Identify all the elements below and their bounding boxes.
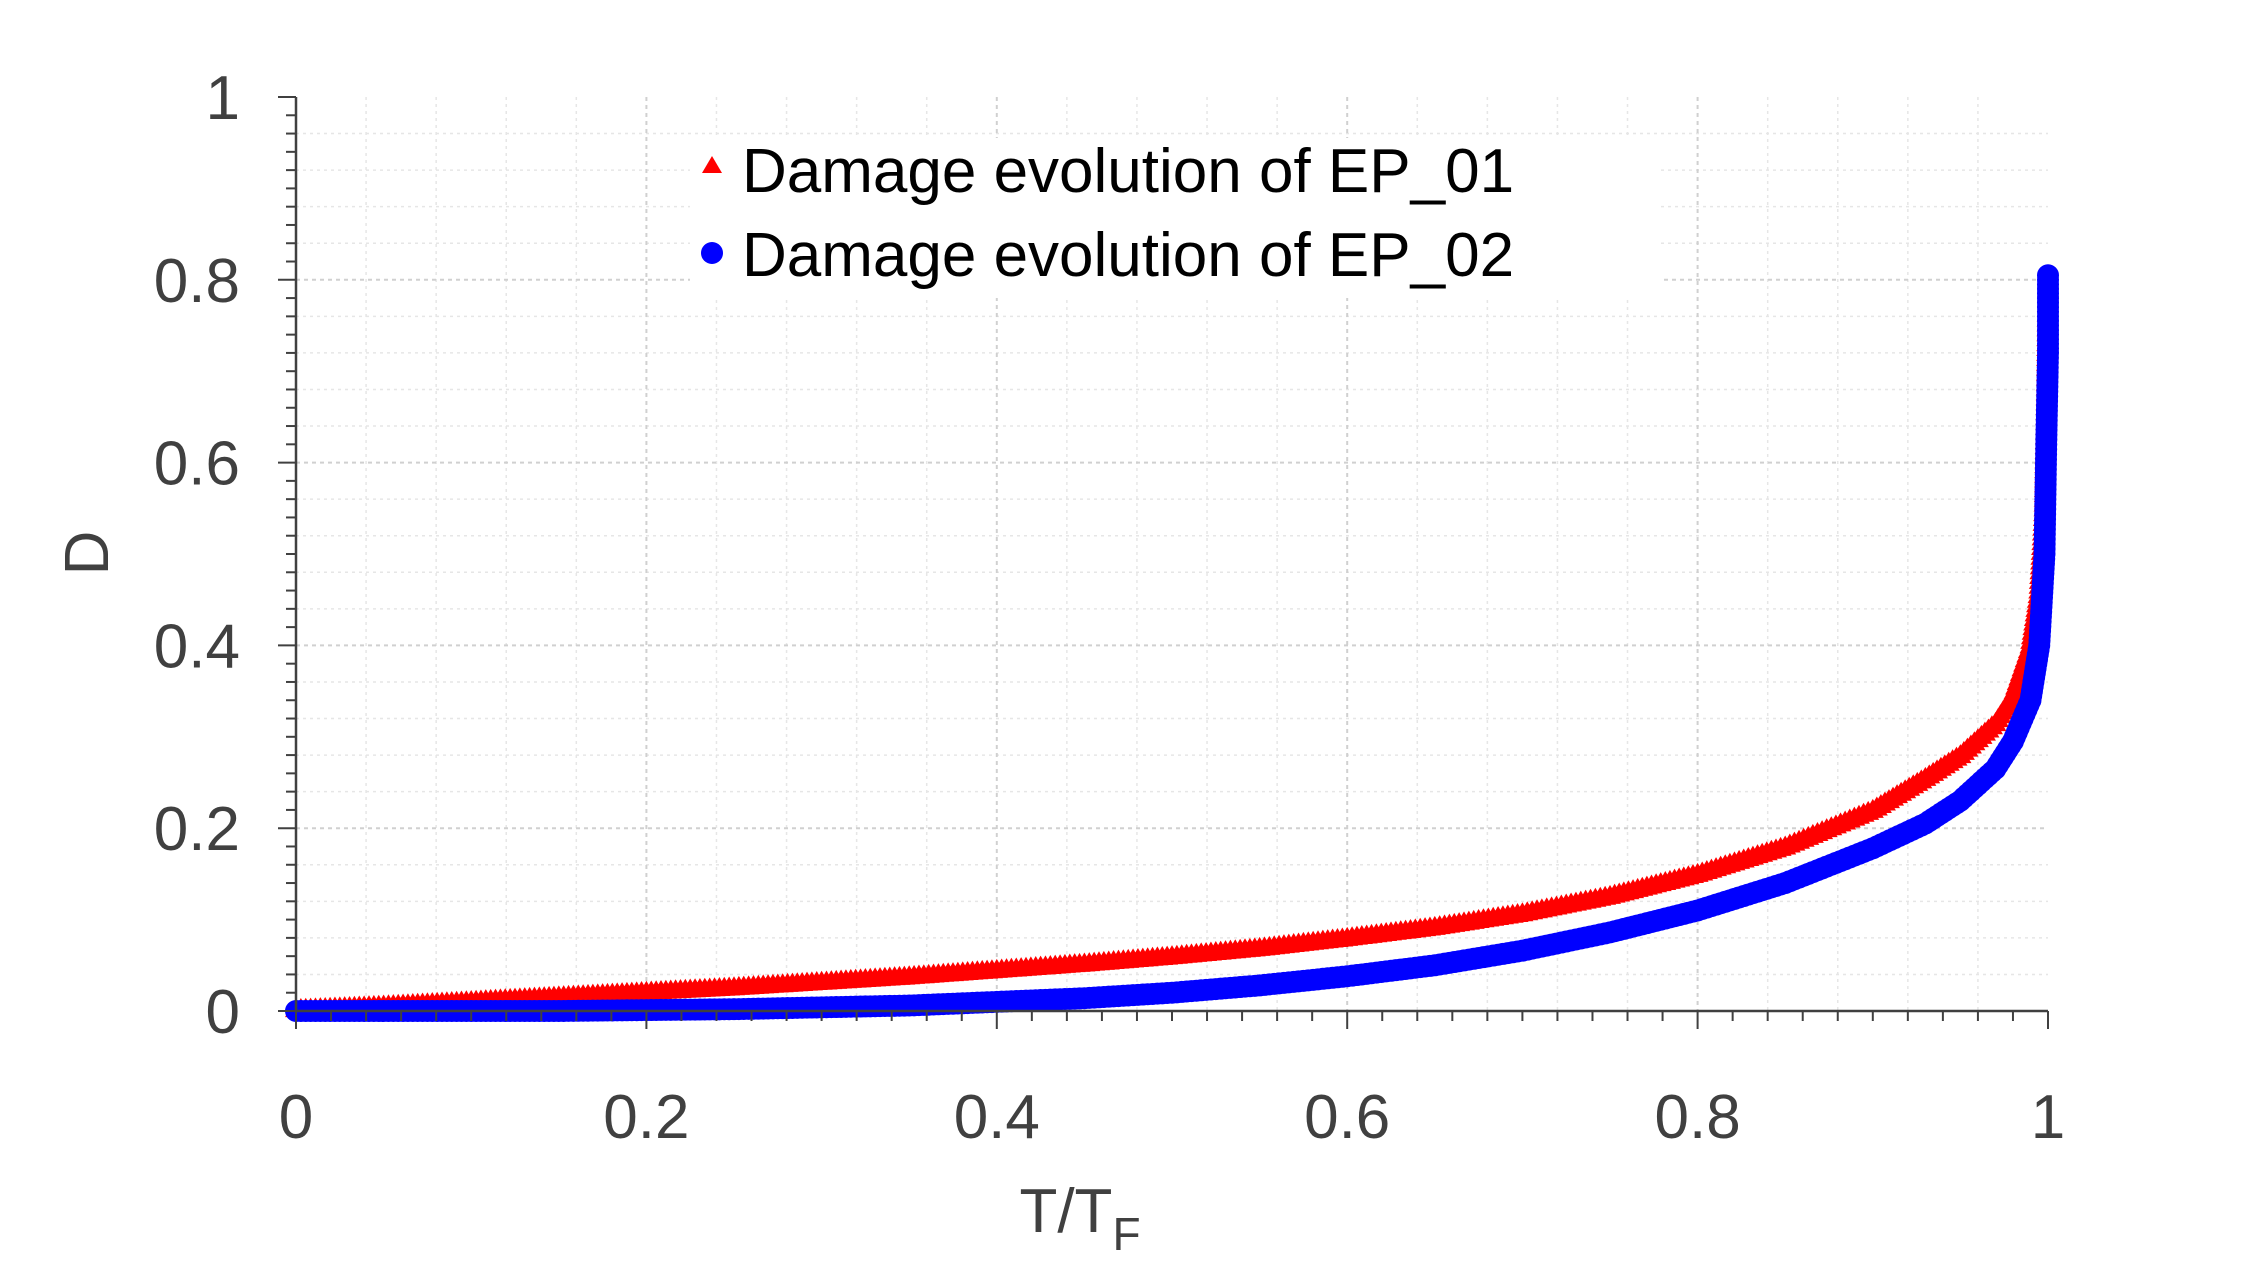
legend-marker-circle bbox=[701, 242, 723, 264]
axes bbox=[278, 96, 2049, 1029]
legend-entry-ep01: Damage evolution of EP_01 bbox=[742, 137, 1514, 206]
y-tick-label: 0.6 bbox=[154, 430, 240, 499]
x-axis-label-subscript: F bbox=[1112, 1208, 1140, 1260]
x-tick-label: 0.4 bbox=[954, 1083, 1040, 1152]
x-tick-label: 0.2 bbox=[603, 1083, 689, 1152]
x-tick-label: 0 bbox=[279, 1083, 313, 1152]
data-point bbox=[2037, 264, 2059, 287]
x-tick-label: 0.6 bbox=[1304, 1083, 1390, 1152]
y-tick-label: 0.2 bbox=[154, 795, 240, 864]
y-axis-label: D bbox=[53, 531, 122, 576]
y-tick-label: 0 bbox=[206, 978, 240, 1047]
legend-marker-triangle bbox=[702, 156, 722, 173]
series-2 bbox=[285, 264, 2059, 1022]
y-tick-label: 1 bbox=[206, 64, 240, 133]
x-tick-label: 1 bbox=[2031, 1083, 2065, 1152]
series-layer bbox=[285, 264, 2059, 1022]
x-tick-label: 0.8 bbox=[1654, 1083, 1740, 1152]
x-axis-label: T/TF bbox=[1019, 1177, 1140, 1260]
y-tick-labels: 0 0.2 0.4 0.6 0.8 1 bbox=[154, 64, 240, 1047]
x-tick-labels: 0 0.2 0.4 0.6 0.8 1 bbox=[279, 1083, 2065, 1152]
major-grid bbox=[296, 97, 2048, 1011]
legend-entry-ep02: Damage evolution of EP_02 bbox=[742, 221, 1514, 290]
legend: Damage evolution of EP_01 Damage evoluti… bbox=[690, 137, 1660, 298]
y-tick-label: 0.8 bbox=[154, 247, 240, 316]
legend-box bbox=[690, 138, 1660, 298]
y-tick-label: 0.4 bbox=[154, 612, 240, 681]
